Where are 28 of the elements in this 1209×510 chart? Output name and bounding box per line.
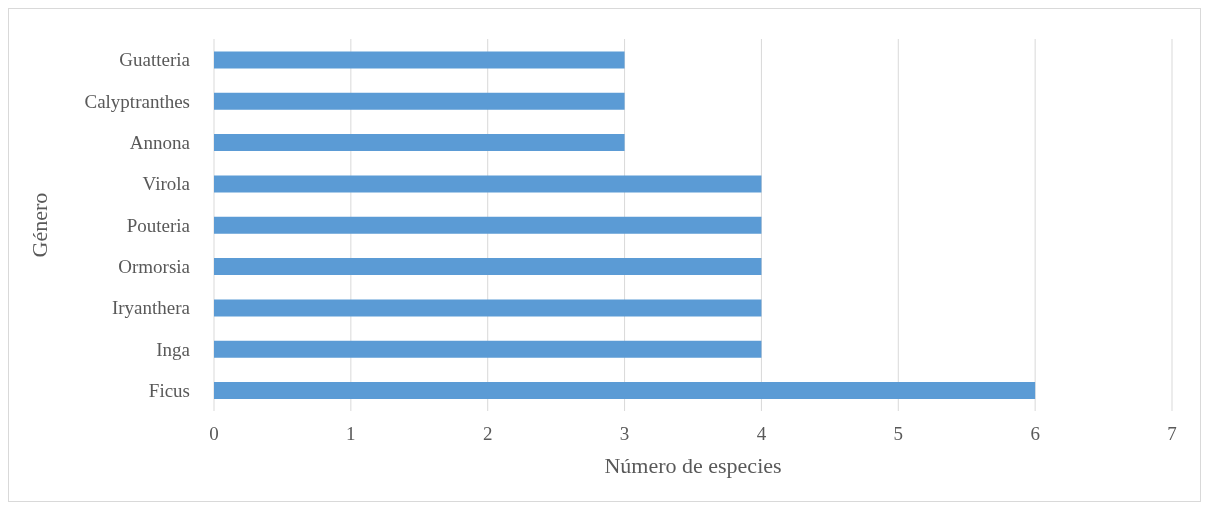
- bar: [214, 134, 625, 152]
- y-tick-label: Virola: [142, 173, 191, 195]
- y-tick-label: Annona: [129, 132, 191, 154]
- y-tick-label: Guatteria: [119, 49, 191, 71]
- x-tick-label: 4: [756, 423, 767, 445]
- y-tick-label: Pouteria: [126, 214, 191, 236]
- x-tick-label: 5: [893, 423, 904, 445]
- x-tick-label: 3: [619, 423, 630, 445]
- y-tick-label: Ficus: [148, 380, 190, 402]
- bar: [214, 175, 762, 193]
- bar: [214, 382, 1036, 400]
- bar: [214, 51, 625, 69]
- y-tick-label: Iryanthera: [111, 297, 191, 319]
- bar: [214, 299, 762, 317]
- y-tick-label: Inga: [156, 338, 191, 360]
- bar: [214, 258, 762, 276]
- y-tick-label: Calyptranthes: [84, 90, 190, 112]
- x-tick-label: 6: [1030, 423, 1040, 445]
- bar: [214, 216, 762, 234]
- bar: [214, 340, 762, 358]
- x-tick-label: 0: [209, 423, 219, 445]
- y-tick-label: Ormorsia: [118, 256, 191, 278]
- x-axis-title: Número de especies: [604, 453, 782, 478]
- x-tick-label: 2: [482, 423, 493, 445]
- x-tick-label: 7: [1167, 423, 1177, 445]
- bar: [214, 92, 625, 110]
- x-tick-label: 1: [346, 423, 356, 445]
- y-axis-title: Género: [26, 192, 52, 258]
